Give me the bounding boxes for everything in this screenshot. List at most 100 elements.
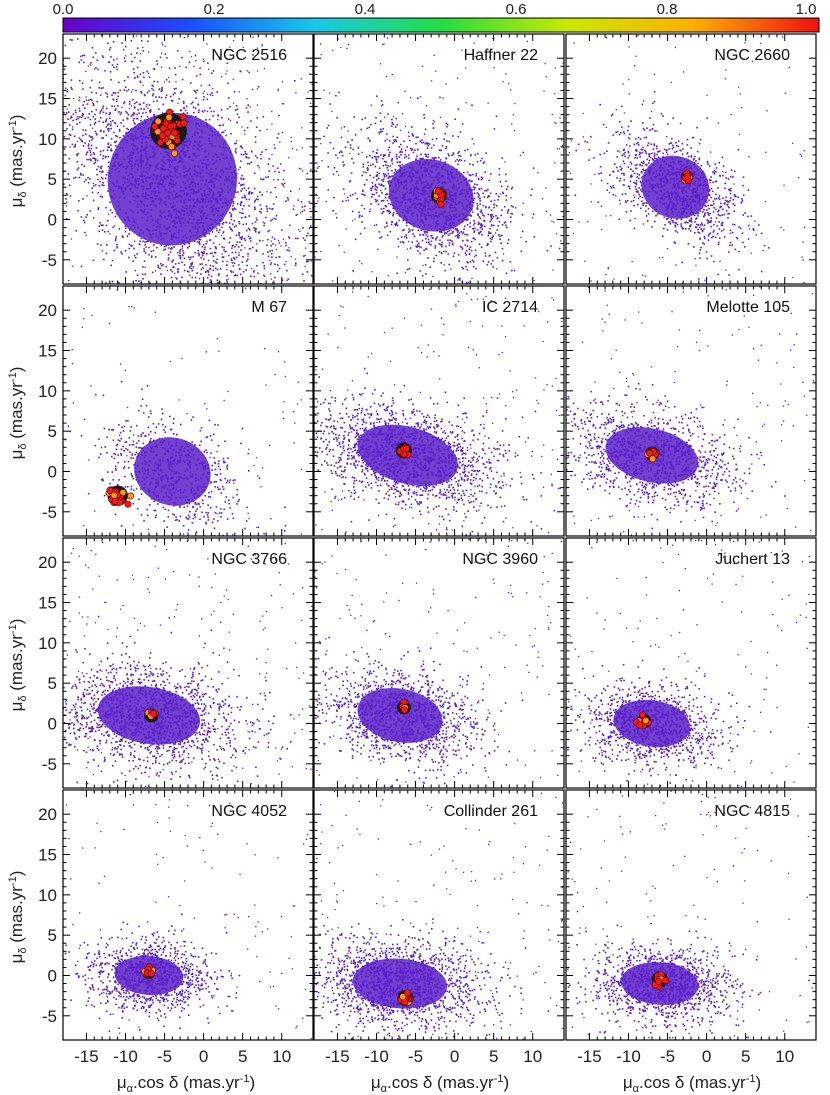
- field-star-point: [276, 167, 279, 169]
- field-star-point: [282, 238, 285, 240]
- field-star-point: [104, 177, 107, 179]
- field-star-point: [102, 157, 104, 160]
- field-star-point: [394, 223, 396, 225]
- field-star-point: [499, 238, 501, 241]
- field-star-point: [458, 260, 461, 262]
- field-star-point: [270, 278, 272, 280]
- field-star-point: [240, 177, 243, 180]
- field-star-point: [398, 219, 400, 222]
- field-star-point: [396, 256, 398, 258]
- field-star-point: [206, 277, 209, 279]
- field-star-point: [272, 165, 274, 167]
- field-star-point: [99, 195, 102, 198]
- field-star-point: [151, 271, 154, 274]
- field-star-point: [503, 206, 506, 208]
- field-star-point: [480, 176, 483, 178]
- field-star-point: [161, 66, 163, 68]
- field-star-point: [461, 49, 463, 51]
- field-star-point: [497, 217, 499, 219]
- field-star-point: [106, 124, 109, 126]
- field-star-point: [496, 205, 498, 207]
- field-star-point: [69, 195, 72, 197]
- field-star-point: [77, 140, 79, 143]
- field-star-point: [84, 231, 86, 234]
- field-star-point: [445, 157, 448, 160]
- field-star-point: [76, 153, 78, 155]
- field-star-point: [95, 184, 97, 186]
- field-star-point: [273, 58, 275, 60]
- field-star-point: [279, 51, 282, 53]
- field-star-point: [220, 53, 223, 56]
- field-star-point: [274, 263, 276, 266]
- field-star-point: [242, 223, 244, 226]
- field-star-point: [110, 150, 113, 152]
- field-star-point: [244, 150, 246, 153]
- field-star-point: [135, 117, 138, 120]
- field-star-point: [257, 164, 259, 167]
- field-star-point: [441, 231, 443, 234]
- field-star-point: [480, 223, 483, 225]
- field-star-point: [143, 260, 146, 262]
- field-star-point: [335, 170, 338, 173]
- field-star-point: [483, 196, 486, 198]
- field-star-point: [179, 92, 182, 94]
- field-star-point: [89, 118, 92, 121]
- field-star-point: [497, 234, 500, 236]
- field-star-point: [103, 184, 105, 187]
- field-star-point: [73, 98, 75, 100]
- field-star-point: [380, 189, 382, 192]
- field-star-point: [370, 189, 373, 192]
- field-star-point: [92, 152, 95, 154]
- field-star-point: [357, 146, 360, 148]
- field-star-point: [782, 36, 784, 38]
- field-star-point: [66, 193, 68, 196]
- field-star-point: [406, 146, 409, 148]
- field-star-point: [63, 135, 66, 138]
- field-star-point: [91, 99, 93, 101]
- field-star-point: [34, 149, 36, 151]
- field-star-point: [474, 183, 476, 186]
- field-star-point: [167, 259, 170, 261]
- field-star-point: [387, 275, 389, 277]
- field-star-point: [95, 147, 98, 149]
- field-star-point: [238, 235, 240, 237]
- field-star-point: [469, 261, 472, 263]
- field-star-point: [184, 109, 187, 112]
- field-star-point: [470, 154, 472, 157]
- field-star-point: [112, 226, 114, 229]
- field-star-point: [533, 279, 535, 282]
- field-star-point: [209, 239, 212, 241]
- field-star-point: [134, 77, 136, 79]
- y-tick-label: 5: [48, 170, 57, 189]
- field-star-point: [367, 168, 369, 170]
- field-star-point: [231, 245, 234, 247]
- field-star-point: [443, 264, 445, 266]
- field-star-point: [399, 241, 402, 243]
- field-star-point: [109, 233, 111, 235]
- field-star-point: [139, 52, 142, 55]
- field-star-point: [195, 75, 198, 77]
- field-star-point: [461, 246, 463, 249]
- field-star-point: [306, 172, 309, 175]
- field-star-point: [495, 215, 497, 217]
- field-star-point: [205, 242, 208, 245]
- field-star-point: [254, 141, 257, 143]
- field-star-point: [50, 18, 52, 20]
- field-star-point: [233, 207, 235, 209]
- field-star-point: [164, 45, 166, 48]
- field-star-point: [89, 210, 91, 212]
- field-star-point: [361, 263, 363, 265]
- field-star-point: [181, 78, 184, 81]
- field-star-point: [311, 83, 313, 85]
- field-star-point: [378, 177, 380, 180]
- field-star-point: [474, 222, 476, 224]
- field-star-point: [363, 183, 366, 186]
- field-star-point: [179, 257, 182, 260]
- field-star-point: [432, 144, 435, 147]
- field-star-point: [195, 60, 197, 62]
- colorbar-gradient: [62, 17, 820, 33]
- field-star-point: [221, 76, 223, 78]
- field-star-point: [373, 224, 375, 227]
- field-star-point: [96, 173, 98, 176]
